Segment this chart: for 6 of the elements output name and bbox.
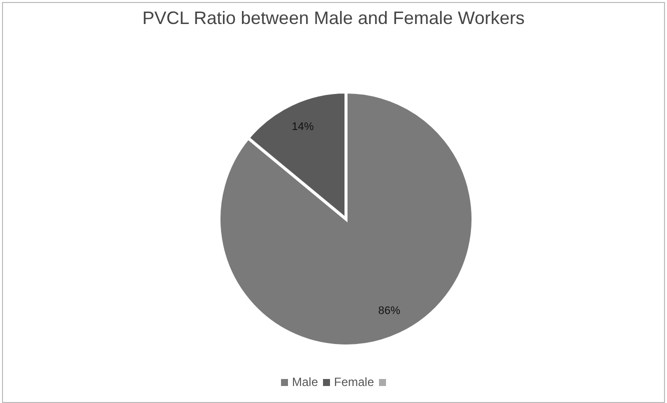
data-label: 14% [292,121,314,134]
pie-slice [218,90,474,348]
data-label: 86% [378,304,400,317]
chart-title: PVCL Ratio between Male and Female Workers [141,8,526,29]
legend-label: Male [292,375,318,389]
legend-label: Female [334,375,374,389]
